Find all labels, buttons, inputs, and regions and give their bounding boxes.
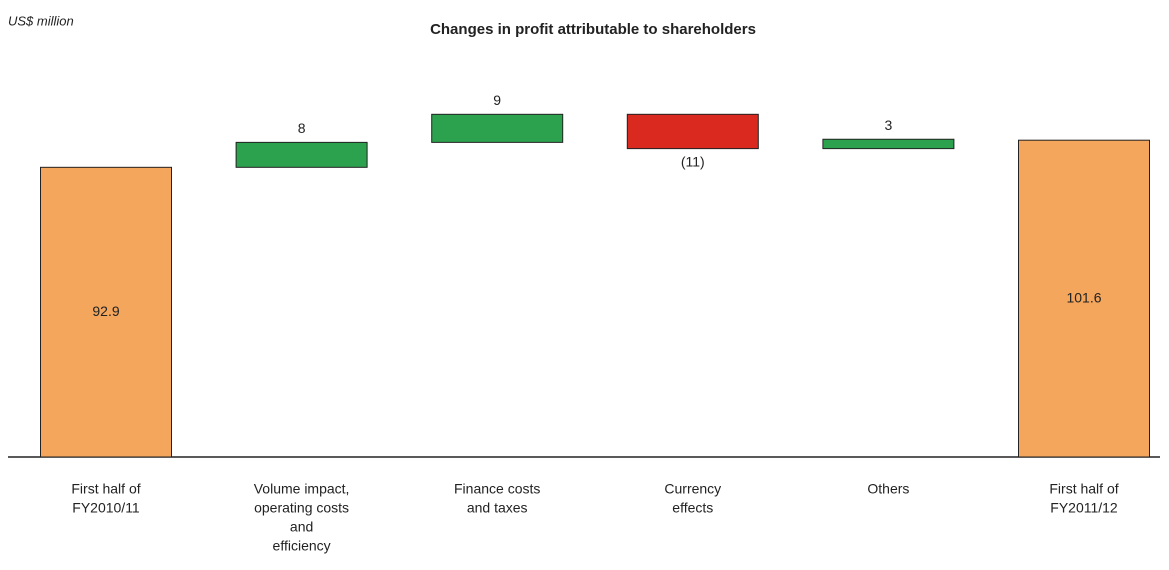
x-tick-label: effects (672, 500, 713, 516)
x-tick-label: and taxes (467, 500, 528, 516)
x-tick-label: Others (867, 481, 909, 497)
bar (431, 113, 564, 143)
x-tick-label: FY2011/12 (1050, 500, 1118, 516)
value-label: 92.9 (92, 303, 119, 319)
value-label: (11) (681, 153, 705, 169)
unit-label: US$ million (8, 13, 74, 28)
x-tick-label: First half of (1049, 481, 1118, 497)
bar (1018, 139, 1150, 458)
x-tick-label: operating costs (254, 500, 349, 516)
value-label: 101.6 (1066, 289, 1101, 305)
bar (235, 141, 368, 168)
value-label: 8 (298, 120, 306, 136)
x-tick-label: Currency (664, 481, 721, 497)
x-tick-label: and (290, 519, 313, 535)
chart-title: Changes in profit attributable to shareh… (430, 21, 756, 38)
bar (822, 138, 955, 150)
x-tick-label: efficiency (273, 538, 331, 554)
x-tick-label: First half of (71, 481, 140, 497)
bar (626, 113, 759, 150)
x-tick-label: Volume impact, (254, 481, 350, 497)
bar (40, 166, 172, 458)
x-tick-label: Finance costs (454, 481, 540, 497)
value-label: 3 (885, 117, 893, 133)
x-tick-label: FY2010/11 (72, 500, 140, 516)
value-label: 9 (493, 92, 501, 108)
